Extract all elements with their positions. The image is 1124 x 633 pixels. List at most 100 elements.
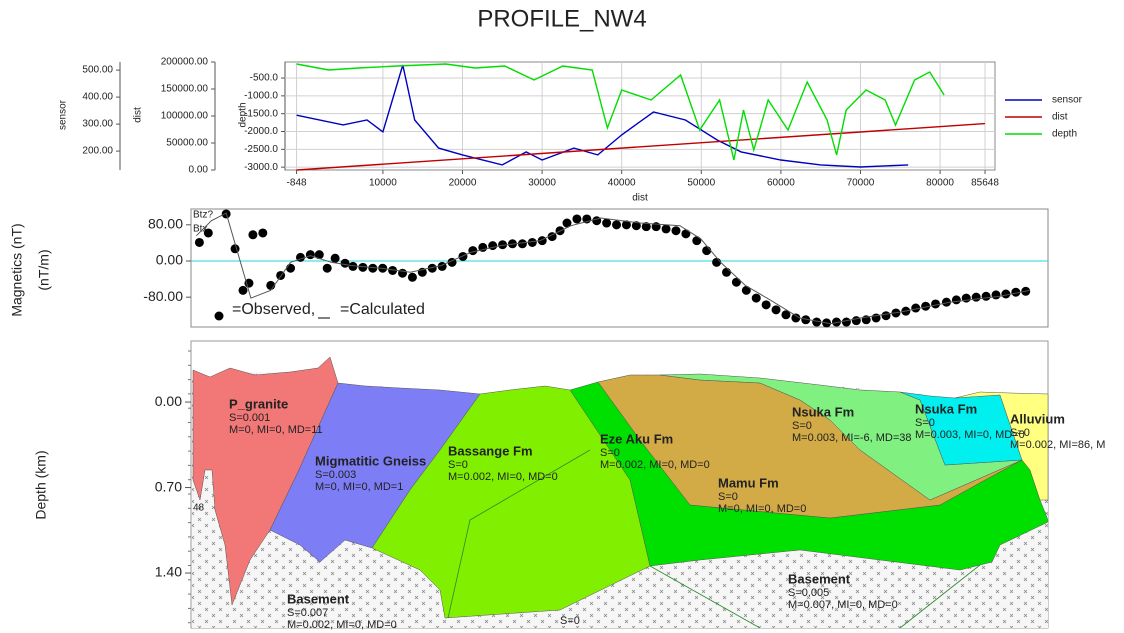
- y-tick-label: 500.00: [82, 65, 113, 76]
- observed-point: [286, 263, 296, 273]
- y-axis-title: Magnetics (nT): [9, 223, 25, 316]
- observed-point: [527, 237, 537, 247]
- observed-point: [592, 216, 602, 226]
- y-tick-label: 150000.00: [161, 84, 209, 95]
- y-tick-label: 80.00: [148, 216, 183, 232]
- observed-point: [388, 265, 398, 275]
- observed-point: [602, 218, 612, 228]
- x-tick-label: 85648: [971, 178, 999, 189]
- observed-point: [951, 295, 961, 305]
- observed-point: [562, 218, 572, 228]
- y-tick-label: -80.00: [143, 288, 183, 304]
- legend-label: =Calculated: [340, 301, 425, 318]
- observed-point: [781, 310, 791, 320]
- observed-point: [761, 300, 771, 310]
- x-tick-label: 30000: [528, 178, 556, 189]
- formation-params: M=0.003, MI=0, MD=0: [915, 429, 1025, 441]
- observed-point: [398, 268, 408, 278]
- formation-params: S=0: [600, 447, 620, 459]
- data-line: [296, 122, 986, 171]
- observed-point: [931, 299, 941, 309]
- formation-name: Nsuka Fm: [915, 401, 977, 416]
- observed-point: [851, 316, 861, 326]
- legend-label: sensor: [1052, 95, 1083, 106]
- formation-params: S=0.007: [287, 607, 328, 619]
- formation-name: Bassange Fm: [448, 443, 533, 458]
- x-tick-label: 60000: [767, 178, 795, 189]
- x-tick-label: 10000: [369, 178, 397, 189]
- y-tick-label: -500.0: [250, 73, 279, 84]
- y-tick-label: -1500.0: [244, 108, 278, 119]
- formation-params: M=0, MI=0, MD=11: [229, 424, 323, 436]
- formation-params: M=0, MI=0, MD=1: [315, 481, 403, 493]
- legend-label: depth: [1052, 129, 1077, 140]
- observed-point: [731, 277, 741, 287]
- observed-point: [1001, 289, 1011, 299]
- formation-params: S=0: [915, 417, 935, 429]
- observed-point: [468, 246, 478, 256]
- observed-point: [692, 236, 702, 246]
- y-tick-label: 400.00: [82, 92, 113, 103]
- y-tick-label: 50000.00: [166, 138, 208, 149]
- formation-name: Mamu Fm: [718, 475, 779, 490]
- y-tick-label: -3000.0: [244, 162, 278, 173]
- formation-name: Migmatitic Gneiss: [315, 453, 426, 468]
- observed-point: [1011, 287, 1021, 297]
- formation-params: M=0.003, MI=-6, MD=38: [792, 432, 912, 444]
- observed-point: [641, 222, 651, 232]
- observed-point: [812, 317, 822, 327]
- annotation: Btx: [193, 224, 207, 235]
- observed-point: [407, 272, 417, 282]
- formation-name: Alluvium: [1010, 411, 1065, 426]
- observed-point: [702, 246, 712, 256]
- magnetics-chart: -80.00 0.00 80.00 Magnetics (nT) (nT/m) Btz? B…: [9, 208, 1049, 328]
- observed-point: [238, 285, 248, 295]
- x-tick-label: 70000: [847, 178, 875, 189]
- legend-label: =Observed,: [232, 301, 315, 318]
- y-tick-label: -2000.0: [244, 126, 278, 137]
- observed-point: [911, 303, 921, 313]
- formation-name: Basement: [788, 571, 851, 586]
- formation-params: M=0.002, MI=0, MD=0: [287, 619, 397, 631]
- observed-point: [427, 263, 437, 273]
- observed-point: [517, 239, 527, 249]
- observed-point: [831, 317, 841, 327]
- observed-point: [741, 285, 751, 295]
- y-tick-label: 1.40: [155, 564, 182, 580]
- observed-point: [661, 224, 671, 234]
- formation-body: [371, 385, 651, 619]
- formation-params: M=0, MI=0, MD=0: [718, 503, 806, 515]
- legend-dot: [214, 311, 224, 321]
- observed-point: [681, 229, 691, 239]
- y-tick-label: 300.00: [82, 119, 113, 130]
- y-tick-label: 200.00: [82, 146, 113, 157]
- y-tick-label: 0.70: [155, 478, 182, 494]
- formation-params: S=0.005: [788, 587, 829, 599]
- y-tick-label: -1000.0: [244, 91, 278, 102]
- observed-point: [841, 317, 851, 327]
- observed-point: [358, 262, 368, 272]
- formation-name: Eze Aku Fm: [600, 431, 673, 446]
- observed-point: [230, 244, 240, 254]
- x-tick-label: 40000: [608, 178, 636, 189]
- formation-params: M=0.002, MI=0, MD=0: [448, 471, 558, 483]
- plot-frame: [284, 61, 996, 171]
- fault-line: [469, 449, 591, 521]
- y-tick-label: 0.00: [156, 252, 183, 268]
- observed-point: [488, 241, 498, 251]
- formation-params: S=0: [1010, 427, 1030, 439]
- observed-point: [340, 258, 350, 268]
- y-axis-title: depth: [238, 102, 249, 127]
- observed-point: [612, 220, 622, 230]
- annotation: S=0: [560, 615, 580, 627]
- observed-point: [771, 305, 781, 315]
- observed-point: [322, 263, 332, 273]
- y-tick-label: 0.00: [189, 165, 209, 176]
- x-tick-label: 80000: [926, 178, 954, 189]
- observed-point: [751, 293, 761, 303]
- observed-point: [258, 228, 268, 238]
- profile-chart: -848 10000 20000 30000 40000 50000 60000 70000 8…: [58, 57, 1083, 204]
- observed-point: [671, 226, 681, 236]
- observed-point: [194, 237, 204, 247]
